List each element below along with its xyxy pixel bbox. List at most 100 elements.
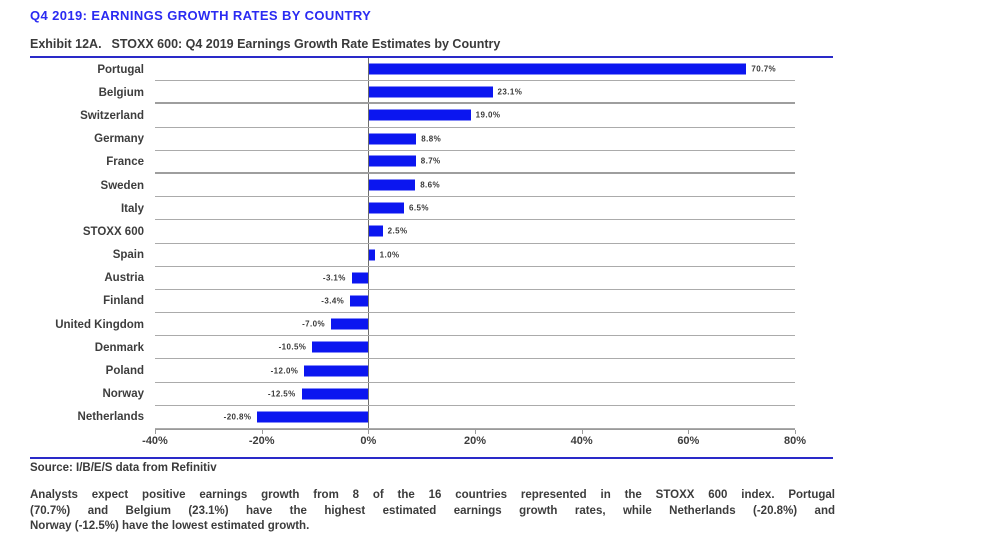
plot-cell: 6.5% <box>155 197 795 221</box>
data-label: -12.5% <box>267 389 296 399</box>
axis-tick <box>368 430 370 434</box>
plot-cell: -20.8% <box>155 406 795 429</box>
axis-tick <box>155 430 156 434</box>
axis-tick <box>688 430 690 434</box>
data-bar <box>257 411 369 423</box>
axis-tick-label: 40% <box>570 435 593 447</box>
category-label: Denmark <box>94 341 144 354</box>
category-label: STOXX 600 <box>82 225 144 238</box>
axis-tick-label: 20% <box>463 435 487 447</box>
commentary-paragraph: Analysts expect positive earnings growth… <box>30 488 835 535</box>
data-label: 1.0% <box>379 250 400 260</box>
chart-row: Portugal 70.7% <box>30 58 795 82</box>
data-label: 23.1% <box>497 87 523 97</box>
data-label: -3.4% <box>321 296 345 306</box>
plot-cell: 19.0% <box>155 104 795 128</box>
category-label: Belgium <box>98 86 144 99</box>
category-label: France <box>106 156 144 169</box>
data-label: 8.6% <box>420 180 441 190</box>
axis-tick <box>795 430 796 434</box>
data-bar <box>350 295 369 307</box>
axis-tick <box>581 430 583 434</box>
data-label: 8.7% <box>420 156 441 166</box>
plot-cell: 1.0% <box>155 244 795 267</box>
data-label: 2.5% <box>387 226 408 236</box>
category-label: Italy <box>120 202 144 215</box>
data-label: 70.7% <box>751 64 777 74</box>
chart-row: Austria -3.1% <box>30 267 795 290</box>
data-bar <box>369 155 416 167</box>
chart-row: Norway -12.5% <box>30 383 795 406</box>
category-label: Austria <box>104 272 144 285</box>
data-label: -10.5% <box>278 342 307 352</box>
plot-cell: 23.1% <box>155 81 795 105</box>
data-bar <box>369 63 747 75</box>
chart-row: STOXX 600 2.5% <box>30 220 795 244</box>
plot-cell: -12.5% <box>155 383 795 406</box>
chart-row: Switzerland 19.0% <box>30 104 795 128</box>
data-label: -20.8% <box>223 412 252 422</box>
axis-tick-label: 80% <box>783 435 807 447</box>
source-note: Source: I/B/E/S data from Refinitiv <box>30 462 217 474</box>
data-label: -3.1% <box>322 273 346 283</box>
plot-cell: 70.7% <box>155 58 795 82</box>
data-bar <box>369 249 375 261</box>
data-bar <box>351 272 369 284</box>
category-label: Norway <box>102 388 144 401</box>
data-bar <box>369 109 471 121</box>
plot-cell: 2.5% <box>155 220 795 244</box>
data-label: -7.0% <box>302 319 325 329</box>
chart-row: Germany 8.8% <box>30 128 795 151</box>
data-bar <box>331 318 369 330</box>
data-label: 19.0% <box>475 110 501 120</box>
data-bar <box>369 133 417 145</box>
chart-row: Poland -12.0% <box>30 359 795 383</box>
axis-tick-label: 60% <box>677 435 700 447</box>
chart-row: Belgium 23.1% <box>30 81 795 105</box>
chart-row: Finland -3.4% <box>30 290 795 314</box>
data-bar <box>312 341 369 353</box>
chart-row: Denmark -10.5% <box>30 336 795 360</box>
plot-cell: -7.0% <box>155 313 795 337</box>
exhibit-label: Exhibit 12A. <box>30 37 102 51</box>
data-label: -12.0% <box>270 366 299 376</box>
commentary-line: (70.7%) and Belgium (23.1%) have the hig… <box>30 504 835 517</box>
divider-rule <box>30 457 833 459</box>
category-label: United Kingdom <box>55 318 144 331</box>
data-bar <box>369 225 383 237</box>
chart-row: United Kingdom -7.0% <box>30 313 795 337</box>
axis-tick-label: -20% <box>248 435 275 447</box>
data-label: 6.5% <box>409 203 429 213</box>
category-label: Finland <box>103 295 144 308</box>
plot-cell: 8.8% <box>155 128 795 151</box>
exhibit-heading: Exhibit 12A. STOXX 600: Q4 2019 Earnings … <box>30 37 833 58</box>
exhibit-title: STOXX 600: Q4 2019 Earnings Growth Rate … <box>111 37 501 51</box>
plot-cell: 8.7% <box>155 151 795 174</box>
data-label: 8.8% <box>421 134 442 144</box>
category-label: Spain <box>112 249 144 262</box>
zero-axis-line <box>368 58 369 429</box>
data-bar <box>369 86 493 98</box>
data-bar <box>369 179 416 191</box>
chart-row: France 8.7% <box>30 151 795 174</box>
chart-plot-area: Portugal 70.7% Belgium 23.1% Switzerland 19.0… <box>30 58 795 429</box>
page-title: Q4 2019: EARNINGS GROWTH RATES BY COUNTR… <box>30 8 372 23</box>
category-label: Portugal <box>97 63 144 76</box>
axis-tick-label: -40% <box>142 435 168 447</box>
chart-row: Italy 6.5% <box>30 197 795 221</box>
plot-cell: 8.6% <box>155 174 795 198</box>
plot-cell: -3.1% <box>155 267 795 290</box>
bar-chart: Portugal 70.7% Belgium 23.1% Switzerland 19.0… <box>30 58 806 453</box>
data-bar <box>369 202 404 214</box>
chart-row: Netherlands -20.8% <box>30 406 795 429</box>
category-label: Switzerland <box>80 109 144 122</box>
category-label: Poland <box>105 365 144 378</box>
category-label: Netherlands <box>77 411 144 424</box>
data-bar <box>301 388 369 400</box>
category-label: Germany <box>94 133 144 146</box>
chart-row: Spain 1.0% <box>30 244 795 267</box>
axis-tick <box>261 430 263 434</box>
axis-tick <box>475 430 476 434</box>
axis-tick-label: 0% <box>360 435 377 447</box>
